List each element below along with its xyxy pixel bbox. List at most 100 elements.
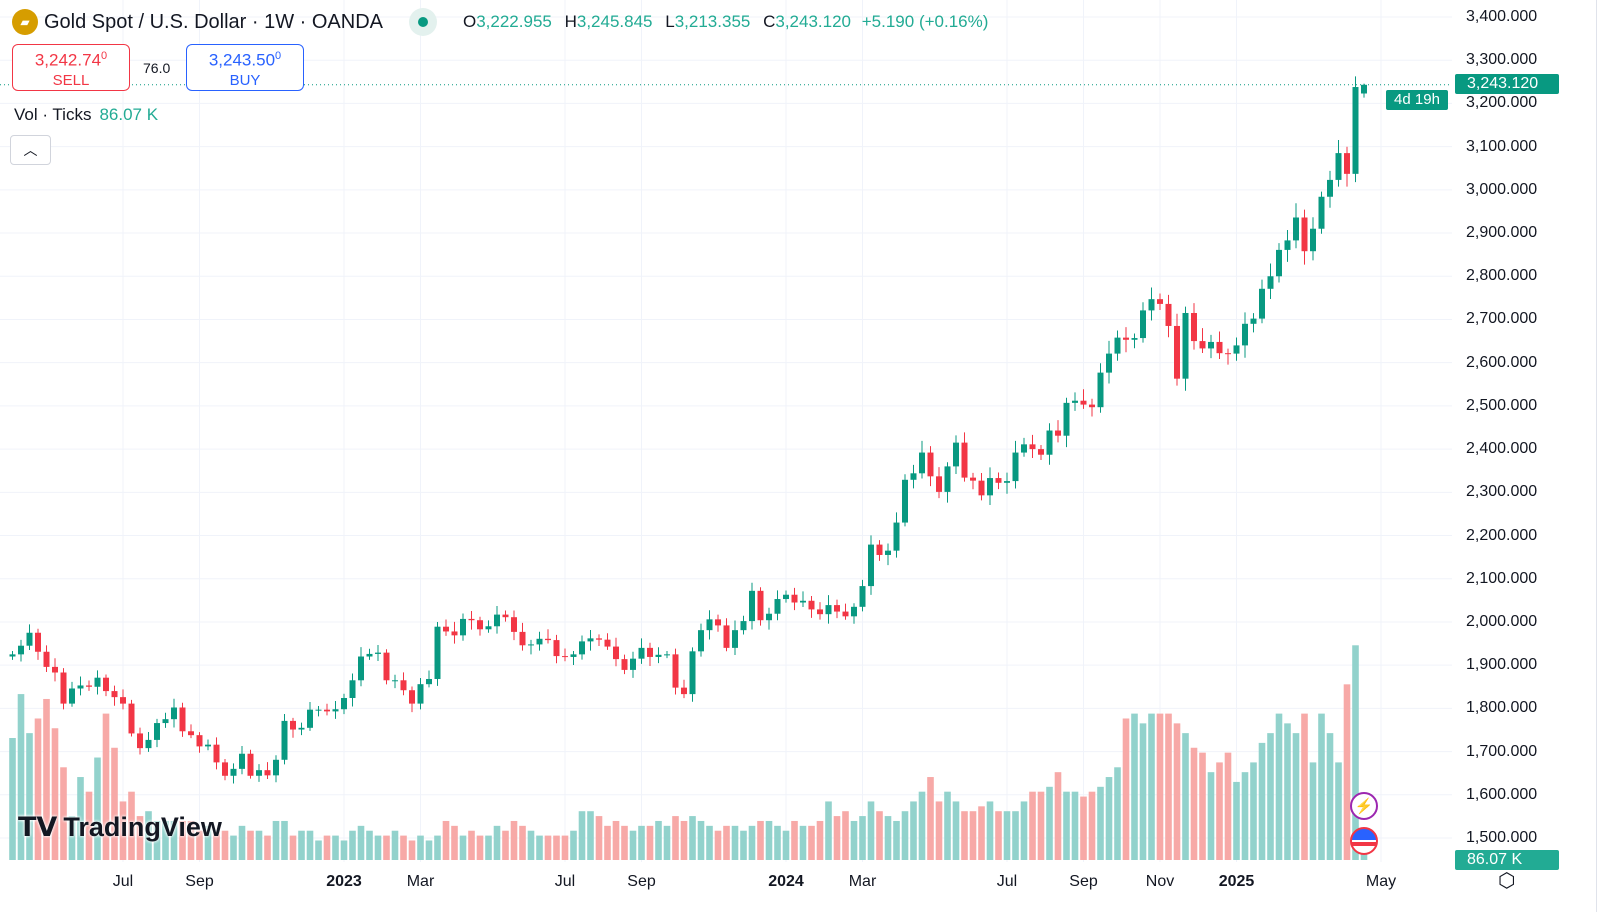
volume-bar bbox=[1301, 713, 1308, 860]
candle-body bbox=[655, 654, 662, 657]
buy-button[interactable]: 3,243.500 BUY bbox=[186, 44, 304, 91]
tv-logo-icon: 𝗧𝗩 bbox=[18, 812, 58, 842]
candle-body bbox=[1199, 341, 1206, 349]
volume-bar bbox=[1020, 801, 1028, 860]
chart-plot-area[interactable] bbox=[0, 0, 1452, 862]
candle-body bbox=[783, 594, 789, 600]
candle-body bbox=[570, 654, 577, 657]
collapse-legend-button[interactable]: ︿ bbox=[10, 135, 51, 165]
candle-body bbox=[647, 647, 653, 657]
volume-bar bbox=[1326, 733, 1334, 860]
volume-bar bbox=[1216, 762, 1223, 860]
candle-body bbox=[222, 762, 228, 776]
tradingview-logo[interactable]: 𝗧𝗩 TradingView bbox=[18, 812, 222, 843]
candle-body bbox=[1284, 240, 1291, 250]
volume-bar bbox=[646, 825, 654, 860]
low-key: L bbox=[665, 12, 675, 31]
candle-body bbox=[706, 619, 713, 631]
candle-body bbox=[1293, 217, 1299, 241]
volume-bar bbox=[179, 820, 186, 860]
candle-body bbox=[239, 753, 245, 769]
volume-bar bbox=[289, 835, 297, 860]
candle-body bbox=[910, 473, 917, 480]
time-tick-label: Sep bbox=[1069, 873, 1098, 890]
volume-legend-label: Vol · Ticks bbox=[14, 105, 92, 124]
high-key: H bbox=[564, 12, 577, 31]
volume-bar bbox=[196, 830, 203, 860]
volume-bar bbox=[1063, 791, 1070, 860]
candle-body bbox=[1276, 249, 1282, 277]
volume-bar bbox=[332, 835, 339, 860]
volume-bar bbox=[400, 835, 407, 860]
candlestick-chart[interactable] bbox=[0, 0, 1452, 862]
candle-body bbox=[1344, 153, 1350, 174]
volume-bar bbox=[366, 830, 373, 860]
candle-body bbox=[1123, 337, 1129, 340]
candle-body bbox=[689, 651, 696, 695]
candle-body bbox=[273, 759, 279, 776]
candle-body bbox=[528, 644, 534, 646]
logo-text: TradingView bbox=[63, 812, 222, 842]
volume-bar bbox=[825, 801, 832, 860]
price-tick-label: 1,600.000 bbox=[1466, 785, 1538, 803]
volume-bar bbox=[706, 825, 713, 860]
candle-body bbox=[834, 605, 840, 612]
candle-body bbox=[800, 600, 806, 603]
candle-body bbox=[621, 659, 628, 670]
candle-body bbox=[519, 631, 526, 646]
volume-bar bbox=[17, 694, 25, 860]
candle-body bbox=[247, 753, 254, 776]
sell-button[interactable]: 3,242.740 SELL bbox=[12, 44, 130, 91]
candle-body bbox=[145, 739, 152, 749]
volume-bar bbox=[561, 835, 569, 860]
us-flag-event-icon[interactable] bbox=[1350, 827, 1378, 855]
candle-body bbox=[1046, 430, 1053, 455]
volume-legend[interactable]: Vol · Ticks 86.07 K bbox=[14, 105, 158, 125]
divider bbox=[1596, 0, 1597, 912]
volume-bar bbox=[502, 830, 509, 860]
time-axis[interactable]: Jul Sep 2023 Mar Jul Sep 2024 Mar Jul Sep Nov 2025 M… bbox=[0, 862, 1597, 912]
volume-bar bbox=[43, 698, 50, 860]
volume-bar bbox=[1284, 723, 1291, 860]
candle-body bbox=[1242, 323, 1248, 346]
candle-body bbox=[426, 678, 432, 685]
candle-body bbox=[417, 684, 424, 704]
market-open-status[interactable] bbox=[408, 8, 437, 36]
candle-body bbox=[757, 590, 764, 621]
candle-body bbox=[383, 652, 390, 681]
candle-body bbox=[315, 709, 322, 711]
volume-bar bbox=[238, 825, 246, 860]
candle-body bbox=[196, 735, 203, 747]
candle-body bbox=[638, 647, 645, 659]
volume-bar bbox=[60, 767, 67, 860]
volume-bar bbox=[230, 835, 237, 860]
candle-body bbox=[477, 620, 483, 630]
candle-body bbox=[128, 703, 135, 734]
price-axis[interactable]: 3,400.000 3,300.000 3,200.000 3,100.000 3,00… bbox=[1452, 0, 1597, 862]
volume-bar bbox=[1335, 762, 1342, 860]
low-value: 3,213.355 bbox=[674, 12, 751, 31]
candle-body bbox=[859, 586, 866, 607]
volume-bar bbox=[527, 830, 535, 860]
volume-bar bbox=[162, 820, 169, 860]
candle-body bbox=[290, 720, 296, 730]
volume-bar bbox=[544, 835, 552, 860]
ohlc-values: O3,222.955 H3,245.845 L3,213.355 C3,243.… bbox=[455, 12, 988, 32]
volume-bar bbox=[1088, 791, 1096, 860]
volume-bar bbox=[629, 830, 637, 860]
volume-bar bbox=[595, 816, 603, 860]
candle-body bbox=[137, 733, 143, 749]
volume-bar bbox=[374, 835, 382, 860]
sell-label: SELL bbox=[52, 71, 90, 89]
symbol-title[interactable]: Gold Spot / U.S. Dollar · 1W · OANDA bbox=[44, 10, 383, 33]
candle-body bbox=[451, 631, 458, 636]
volume-legend-value: 86.07 K bbox=[99, 105, 159, 124]
settings-icon[interactable]: ⬡ bbox=[1498, 870, 1516, 892]
lightning-event-icon[interactable]: ⚡ bbox=[1350, 792, 1378, 820]
time-tick-label: 2024 bbox=[768, 873, 804, 890]
candle-body bbox=[256, 770, 262, 776]
price-tick-label: 3,300.000 bbox=[1466, 51, 1538, 69]
buy-price-pip: 0 bbox=[275, 50, 282, 62]
volume-bar bbox=[714, 830, 722, 860]
price-tick-label: 3,100.000 bbox=[1466, 137, 1538, 155]
